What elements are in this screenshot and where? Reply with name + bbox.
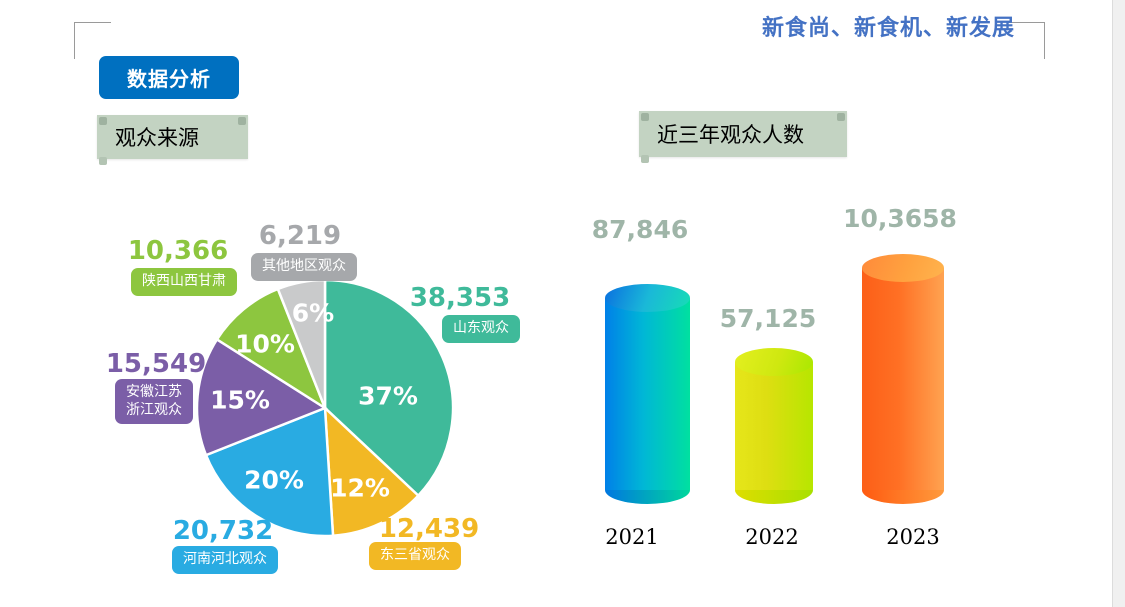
- pie-percent-anhui-jiangsu-zhejiang: 15%: [210, 385, 270, 415]
- margin-mark-top-right: [1008, 22, 1045, 59]
- pie-slice: [215, 287, 328, 412]
- ribbon-tab-left-icon: [99, 117, 107, 125]
- pie-value-henan-hebei: 20,732: [172, 516, 274, 546]
- pie-percent-shaanxi-shanxi-gansu: 10%: [235, 329, 295, 359]
- pie-value-shaanxi-shanxi-gansu: 10,366: [127, 236, 229, 266]
- cylinder-top-2022: [735, 348, 813, 376]
- pie-slice: [323, 278, 455, 498]
- bar-value-2022: 57,125: [719, 304, 817, 333]
- pie-label-northeast: 东三省观众: [369, 542, 461, 570]
- pie-percent-henan-hebei: 20%: [244, 465, 304, 495]
- pie-slice: [195, 337, 328, 457]
- pie-label-shandong: 山东观众: [442, 315, 520, 343]
- pie-label-other-regions: 其他地区观众: [251, 253, 357, 281]
- bar-chart: 87,846 57,125 10,3658 2021 2022 2023: [560, 190, 1080, 590]
- pie-label-line2: 浙江观众: [126, 401, 182, 418]
- cylinder-body-2023: [862, 268, 944, 490]
- bar-label-2023: 2023: [886, 525, 940, 549]
- pie-slice: [204, 406, 335, 538]
- pie-value-anhui-jiangsu-zhejiang: 15,549: [105, 349, 207, 379]
- cylinder-top-2021: [605, 284, 690, 312]
- cylinder-top-2023: [862, 254, 944, 282]
- ribbon-tab-left-icon: [641, 113, 649, 121]
- ribbon-tab-right-icon: [238, 117, 246, 125]
- pie-slice: [323, 404, 421, 538]
- section-badge-data-analysis: 数据分析: [99, 56, 239, 99]
- panel-title-audience-source: 观众来源: [97, 115, 248, 165]
- cylinder-body-2021: [605, 298, 690, 490]
- ribbon-tab-right-icon: [837, 113, 845, 121]
- margin-mark-top-left: [74, 22, 111, 59]
- header-slogan: 新食尚、新食机、新发展: [762, 16, 1016, 41]
- pie-chart-svg: [195, 278, 455, 538]
- pie-chart: 37% 12% 20% 15% 10% 6% 38,353 12,439 20,…: [106, 195, 540, 595]
- ribbon-tab-bottom-icon: [99, 157, 107, 165]
- panel-title-text: 近三年观众人数: [657, 123, 804, 147]
- ribbon-tab-bottom-icon: [641, 155, 649, 163]
- bar-value-2023: 10,3658: [843, 204, 957, 233]
- pie-value-northeast: 12,439: [378, 514, 480, 544]
- pie-label-line1: 安徽江苏: [126, 384, 182, 400]
- pie-label-shaanxi-shanxi-gansu: 陕西山西甘肃: [131, 268, 237, 296]
- cylinder-body-2022: [735, 362, 813, 490]
- pie-label-henan-hebei: 河南河北观众: [172, 546, 278, 574]
- pie-label-anhui-jiangsu-zhejiang: 安徽江苏 浙江观众: [115, 379, 193, 424]
- pie-percent-other-regions: 6%: [291, 298, 335, 328]
- pie-percent-shandong: 37%: [358, 381, 418, 411]
- bar-label-2022: 2022: [745, 525, 799, 549]
- pie-slice-group: [195, 278, 455, 538]
- bar-label-2021: 2021: [605, 525, 659, 549]
- bar-cylinder-2023: [862, 254, 944, 504]
- bar-cylinder-2021: [605, 284, 690, 504]
- pie-percent-northeast: 12%: [330, 473, 390, 503]
- pie-value-other-regions: 6,219: [258, 221, 342, 251]
- bar-value-2021: 87,846: [591, 215, 689, 244]
- page-gutter: [1112, 0, 1125, 607]
- pie-value-shandong: 38,353: [409, 283, 511, 313]
- bar-cylinder-2022: [735, 348, 813, 504]
- panel-title-text: 观众来源: [115, 126, 199, 150]
- panel-title-recent-three-years: 近三年观众人数: [639, 111, 847, 163]
